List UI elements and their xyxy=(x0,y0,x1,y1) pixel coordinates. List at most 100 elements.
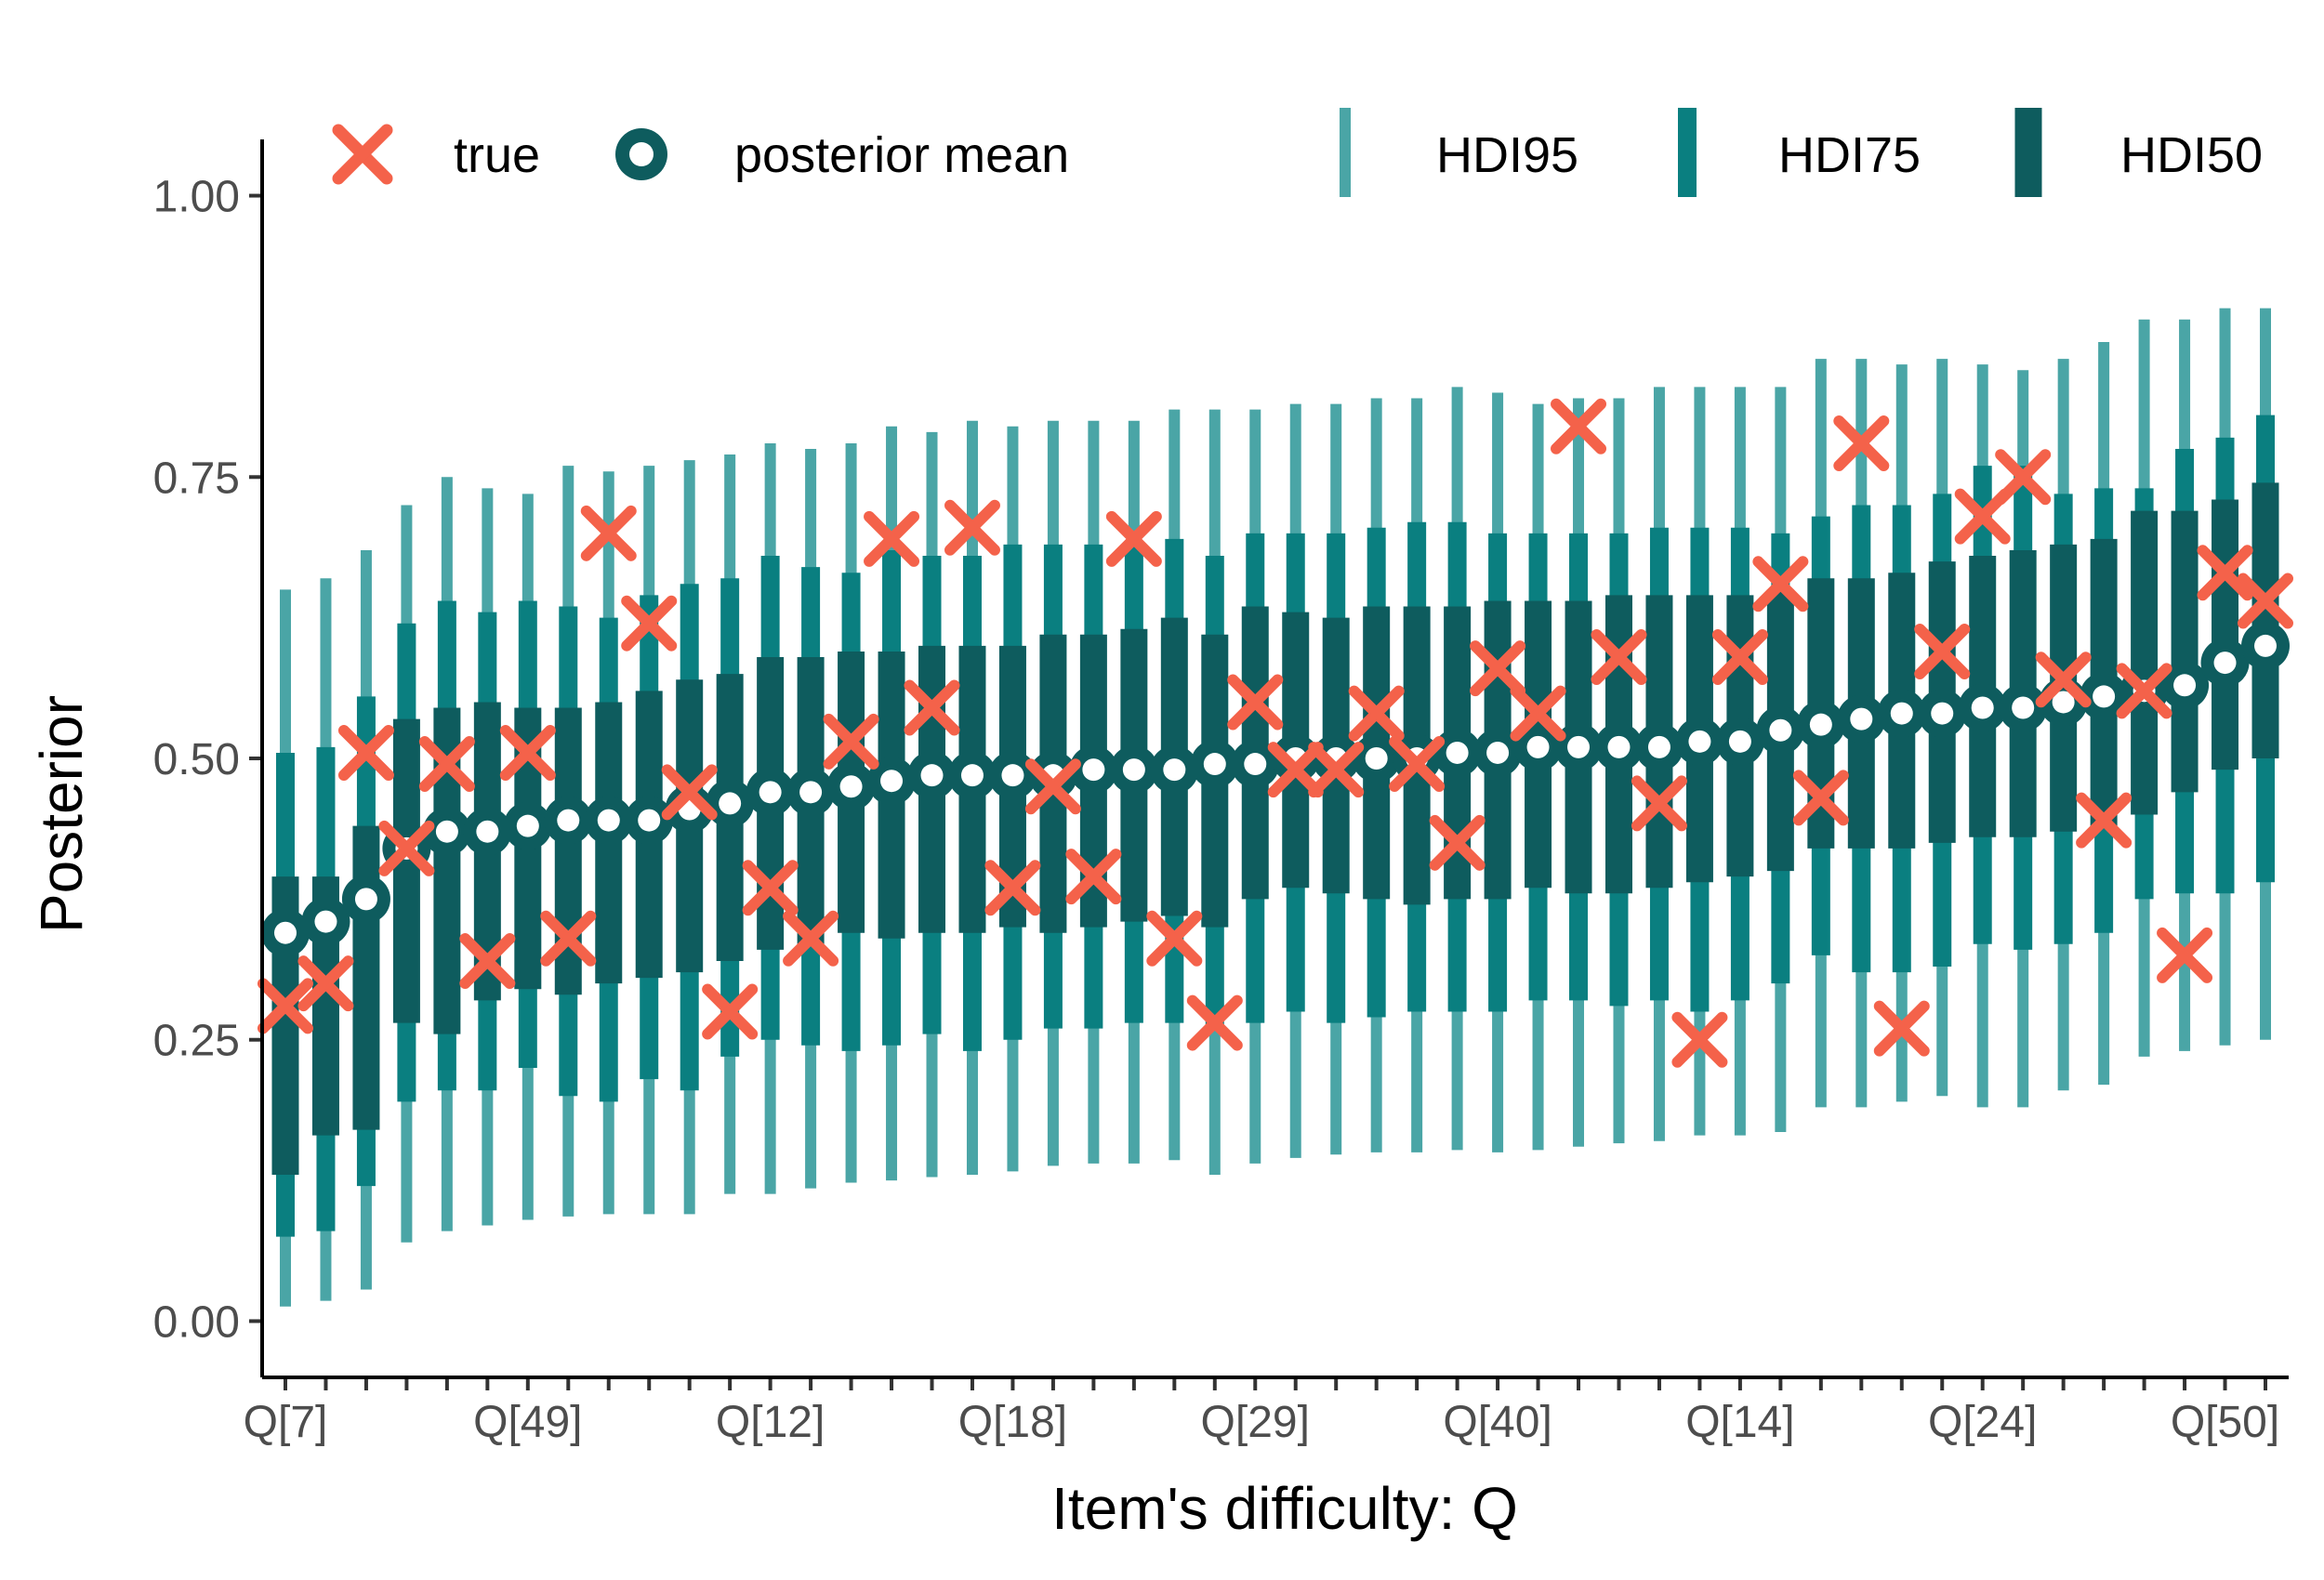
true-value-point xyxy=(1631,775,1687,832)
cross-stroke xyxy=(2238,573,2293,629)
true-value-point xyxy=(1105,510,1162,567)
true-value-point xyxy=(1671,1011,1728,1068)
true-value-point xyxy=(2116,663,2172,719)
cross-stroke xyxy=(621,595,678,652)
posterior-mean-center xyxy=(1728,730,1751,753)
cross-stroke xyxy=(1024,758,1081,815)
cross-stroke xyxy=(297,955,354,1012)
true-value-point xyxy=(1711,629,1768,686)
posterior-means xyxy=(261,621,2290,957)
y-ticks: 0.00 0.25 0.50 0.75 1.00 xyxy=(153,173,262,1347)
posterior-mean-center xyxy=(799,781,823,804)
true-value-point xyxy=(337,724,394,781)
posterior-mean-center xyxy=(2012,696,2035,719)
x-ticks: Q[7] Q[49] Q[12] Q[18] Q[29] Q[40] Q[14] Q[24] Q… xyxy=(244,1377,2279,1447)
axes xyxy=(260,139,2289,1379)
true-value-point xyxy=(378,820,435,876)
cross-stroke xyxy=(1873,1000,1930,1057)
true-value-point xyxy=(661,764,718,821)
legend-label: HDI50 xyxy=(2120,127,2263,183)
true-value-point xyxy=(702,983,759,1040)
posterior-mean-center xyxy=(1163,758,1186,782)
posterior-mean-center xyxy=(557,809,580,832)
posterior-mean-center xyxy=(1526,735,1550,758)
cross-stroke xyxy=(1267,742,1324,798)
true-value-point xyxy=(1873,1000,1930,1057)
posterior-mean-center xyxy=(1769,718,1792,742)
true-value-point xyxy=(1591,629,1647,686)
posterior-mean-center xyxy=(1567,735,1591,758)
true-value-point xyxy=(1267,742,1324,798)
legend-item-true: true xyxy=(332,124,540,185)
x-tick-label: Q[49] xyxy=(473,1398,582,1447)
legend-label: posterior mean xyxy=(734,127,1069,183)
true-value-point xyxy=(2238,573,2293,629)
x-tick-label: Q[40] xyxy=(1443,1398,1552,1447)
true-value-point xyxy=(944,499,1000,556)
true-value-point xyxy=(418,736,475,793)
legend-label: true xyxy=(454,127,540,183)
true-value-point xyxy=(499,724,556,781)
cross-stroke xyxy=(944,499,1000,556)
posterior-mean-center xyxy=(2254,634,2277,657)
true-value-point xyxy=(1833,415,1890,471)
true-value-point xyxy=(1551,398,1607,454)
true-value-point xyxy=(1348,685,1405,742)
posterior-mean-center xyxy=(2213,652,2237,675)
cross-stroke xyxy=(1631,775,1687,832)
cross-stroke xyxy=(823,713,879,770)
posterior-mean-center xyxy=(1446,741,1469,764)
cross-stroke xyxy=(2197,545,2253,601)
cross-stroke xyxy=(984,860,1041,916)
posterior-mean-center xyxy=(1850,707,1873,731)
posterior-mean-center xyxy=(314,910,337,933)
posterior-mean-center xyxy=(1971,696,1994,719)
true-value-point xyxy=(1389,736,1446,793)
cross-stroke xyxy=(904,679,960,736)
cross-stroke xyxy=(661,764,718,821)
true-value-point xyxy=(1792,770,1849,826)
true-value-point xyxy=(459,932,516,989)
true-value-point xyxy=(1914,623,1971,679)
true-value-point xyxy=(2076,792,2133,849)
true-value-point xyxy=(1146,910,1203,967)
posterior-mean-center xyxy=(1001,764,1024,787)
posterior-mean-center xyxy=(2173,674,2197,697)
posterior-mean-center xyxy=(920,764,944,787)
x-tick-label: Q[50] xyxy=(2171,1398,2279,1447)
posterior-mean-center xyxy=(1203,753,1226,776)
true-value-point xyxy=(580,505,637,561)
true-value-point xyxy=(984,860,1041,916)
posterior-mean-center xyxy=(1607,735,1631,758)
cross-stroke xyxy=(2157,927,2213,983)
posterior-mean-center xyxy=(1244,753,1267,776)
x-tick-label: Q[12] xyxy=(716,1398,825,1447)
true-value-point xyxy=(783,910,839,967)
cross-stroke xyxy=(1348,685,1405,742)
posterior-mean-center xyxy=(1890,702,1913,725)
posterior-mean-center xyxy=(516,814,539,837)
true-values xyxy=(257,398,2293,1068)
legend-label: HDI95 xyxy=(1436,127,1578,183)
true-value-point xyxy=(2197,545,2253,601)
true-value-point xyxy=(864,510,920,567)
posterior-mean-center xyxy=(960,764,984,787)
legend-item-hdi75: HDI75 xyxy=(1678,108,1921,197)
posterior-mean-center xyxy=(719,792,742,815)
posterior-mean-center xyxy=(1486,741,1510,764)
cross-stroke xyxy=(783,910,839,967)
true-value-point xyxy=(1510,685,1566,742)
cross-stroke xyxy=(1510,685,1566,742)
true-value-point xyxy=(1065,849,1122,905)
cross-stroke xyxy=(1591,629,1647,686)
cross-stroke xyxy=(1429,814,1486,871)
cross-stroke xyxy=(2076,792,2133,849)
x-tick-label: Q[7] xyxy=(244,1398,328,1447)
legend-cross-stroke xyxy=(332,124,393,185)
cross-stroke xyxy=(540,910,597,967)
posterior-mean-center xyxy=(1647,735,1670,758)
cross-stroke xyxy=(2116,663,2172,719)
cross-stroke xyxy=(742,860,799,916)
cross-stroke xyxy=(1065,849,1122,905)
